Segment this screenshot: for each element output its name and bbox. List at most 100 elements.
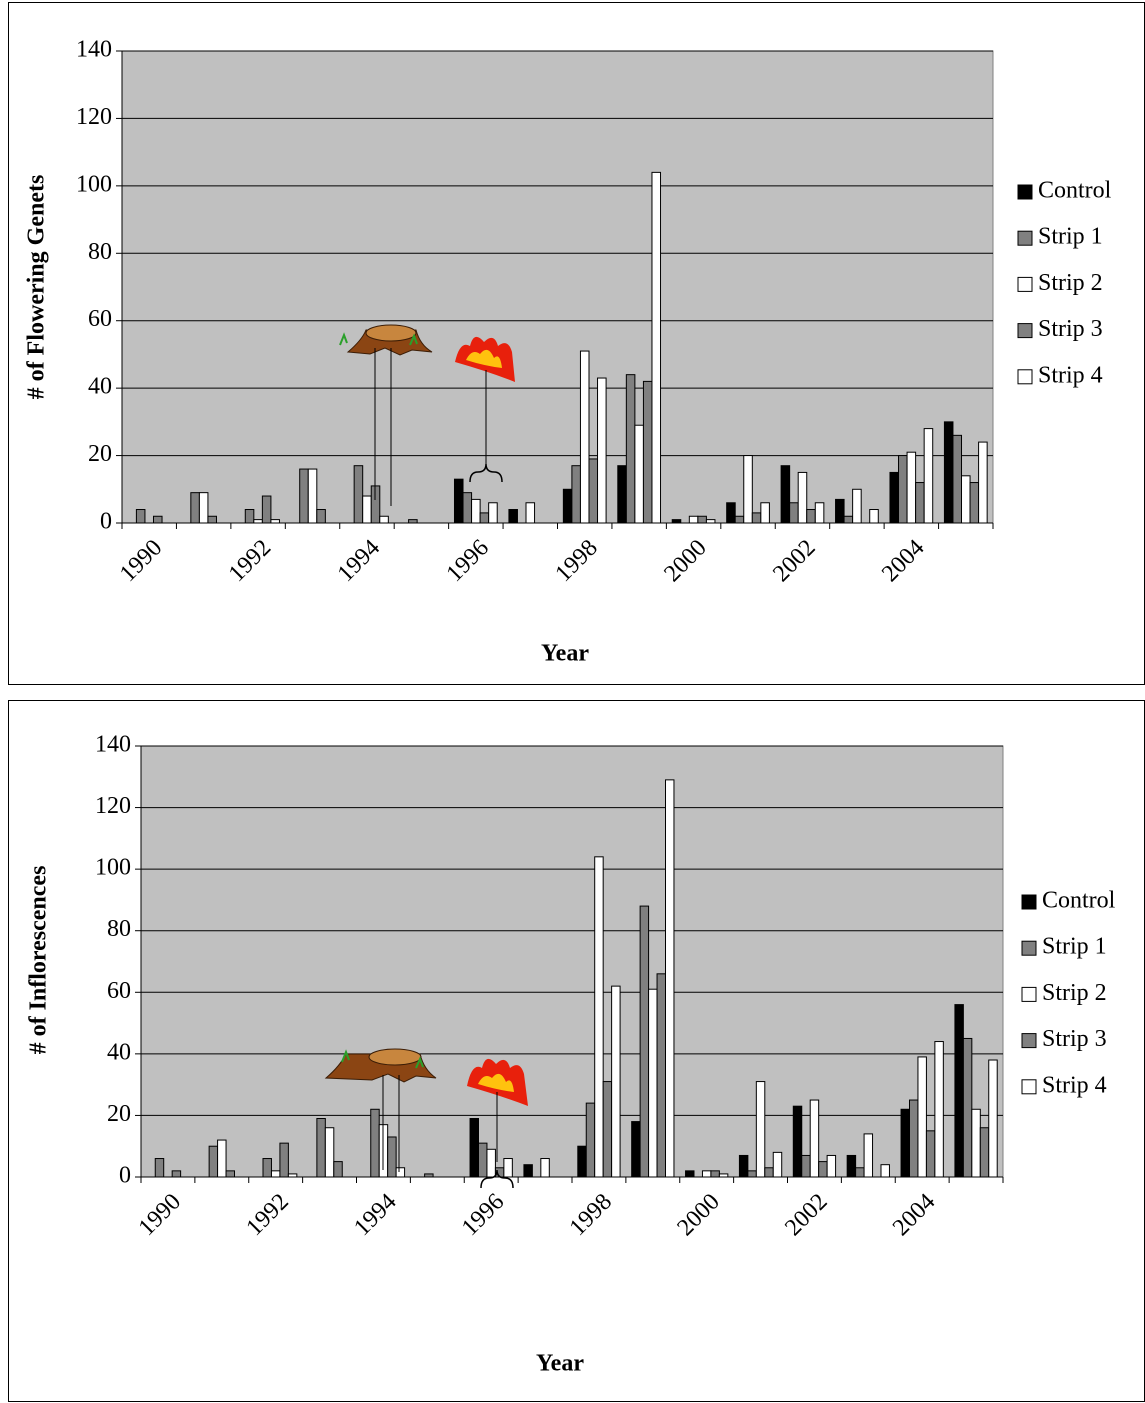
x-tick-label: 1994 [349, 1189, 401, 1241]
bar [734, 515, 745, 524]
x-axis-label: Year [541, 641, 589, 667]
bar [270, 519, 280, 524]
bar [843, 515, 854, 524]
bar [846, 1154, 857, 1178]
bar [579, 350, 590, 524]
bar [806, 509, 816, 524]
bar [486, 1148, 496, 1178]
bar [780, 465, 791, 524]
legend-label: Control [1038, 178, 1112, 204]
legend-label: Strip 4 [1042, 1072, 1107, 1098]
bar [588, 458, 599, 524]
bar [634, 424, 644, 524]
bar [738, 1154, 749, 1178]
bar [488, 502, 498, 524]
bar [962, 1037, 973, 1178]
bar [809, 1099, 820, 1178]
bar [898, 455, 908, 524]
bar [688, 515, 699, 524]
bar [611, 985, 621, 1178]
y-tick-label: 60 [88, 306, 112, 332]
bar [171, 1170, 182, 1178]
bar [954, 1004, 964, 1178]
bar [801, 1154, 811, 1178]
y-tick-label: 60 [107, 978, 131, 1004]
bar [602, 1081, 613, 1178]
bar [747, 1170, 757, 1178]
x-tick-label: 2000 [659, 535, 711, 587]
bar [353, 465, 364, 524]
bar [333, 1161, 343, 1178]
legend-label: Strip 2 [1038, 270, 1103, 296]
bar [508, 509, 518, 524]
bar [525, 502, 536, 524]
bar [198, 492, 209, 524]
legend-label: Strip 4 [1038, 362, 1103, 388]
bar [908, 1099, 919, 1178]
bar [639, 905, 650, 1178]
bar [835, 498, 845, 524]
bar [900, 1108, 910, 1178]
bar [395, 1167, 406, 1178]
bar [462, 492, 473, 524]
bar [751, 512, 762, 524]
legend-swatch [1021, 986, 1037, 1002]
x-tick-label: 2000 [672, 1189, 724, 1241]
x-tick-label: 2004 [877, 535, 929, 587]
x-tick-label: 1990 [115, 535, 167, 587]
bar [988, 1059, 998, 1178]
bar [743, 455, 753, 524]
bar [797, 471, 808, 524]
x-tick-label: 2002 [780, 1189, 832, 1241]
y-tick-label: 80 [88, 239, 112, 265]
bar [469, 1118, 479, 1178]
bar [362, 495, 372, 524]
legend-swatch [1021, 894, 1037, 910]
bar [154, 1158, 165, 1178]
bar [710, 1170, 720, 1178]
bar [943, 421, 954, 524]
bar [387, 1136, 397, 1178]
legend-label: Strip 2 [1042, 980, 1107, 1006]
bar [671, 519, 682, 524]
bar [925, 1130, 936, 1178]
bar [764, 1167, 774, 1178]
y-tick-label: 20 [88, 441, 112, 467]
legend-swatch [1017, 184, 1033, 200]
bar [642, 380, 653, 524]
plot-area [121, 50, 994, 524]
bar [656, 973, 667, 1178]
bar [370, 485, 381, 524]
bar [705, 519, 716, 524]
y-tick-label: 40 [107, 1039, 131, 1065]
bar [523, 1164, 533, 1178]
legend-label: Control [1042, 888, 1116, 914]
y-axis-label: # of Flowering Genets [24, 175, 50, 400]
bar [952, 434, 963, 524]
bar [697, 515, 707, 524]
bar [208, 1145, 219, 1178]
bar [585, 1102, 596, 1178]
bar [855, 1167, 865, 1178]
bar [792, 1105, 803, 1178]
bar [477, 1142, 488, 1178]
bar [923, 428, 934, 524]
x-tick-label: 1992 [224, 535, 276, 587]
bar [307, 468, 318, 524]
bar [379, 515, 389, 524]
bar [701, 1170, 712, 1178]
legend-label: Strip 3 [1042, 1026, 1107, 1052]
y-tick-label: 120 [76, 104, 112, 130]
bar [818, 1161, 828, 1178]
bar [135, 509, 146, 524]
bar [217, 1139, 227, 1178]
bar [571, 465, 581, 524]
bar [906, 451, 917, 524]
bar [852, 488, 862, 524]
bar [503, 1158, 513, 1178]
y-tick-label: 120 [95, 793, 131, 819]
x-tick-label: 1992 [241, 1189, 293, 1241]
annotations [324, 324, 528, 1189]
y-tick-label: 40 [88, 374, 112, 400]
bar [726, 502, 736, 524]
